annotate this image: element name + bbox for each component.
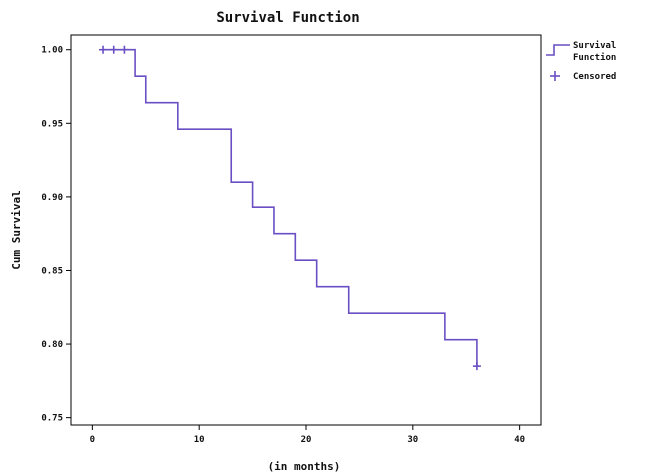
legend-label-survival-line1: Survival [573,40,616,51]
censored-markers [99,45,481,371]
y-tick-label: 0.90 [41,193,63,203]
y-tick-label: 0.80 [41,340,63,350]
series-layer [103,48,478,367]
censored-marker [109,45,118,54]
x-tick-label: 20 [301,435,312,445]
y-axis-label: Cum Survival [10,190,23,269]
y-axis-ticks: 1.00 0.95 0.90 0.85 0.80 0.75 [41,46,71,424]
legend: Survival Function Censored [546,40,616,82]
chart-title: Survival Function [216,10,359,26]
legend-plus-marker-icon [550,71,560,81]
censored-marker [472,362,481,371]
x-axis-label: (in months) [268,460,341,473]
censored-marker [99,45,108,54]
x-tick-label: 0 [90,435,95,445]
y-tick-label: 1.00 [41,46,63,56]
y-tick-label: 0.95 [41,119,63,129]
censored-marker [120,45,129,54]
survival-step-line [103,48,478,367]
x-tick-label: 40 [514,435,525,445]
x-tick-label: 30 [407,435,418,445]
legend-step-line-icon [546,44,570,56]
y-tick-label: 0.75 [41,414,63,424]
legend-label-survival-line2: Function [573,52,616,63]
x-axis-ticks: 0 10 20 30 40 [90,425,525,445]
y-tick-label: 0.85 [41,266,63,276]
plot-area-frame [70,34,542,426]
x-tick-label: 10 [194,435,205,445]
legend-label-censored: Censored [573,72,616,82]
